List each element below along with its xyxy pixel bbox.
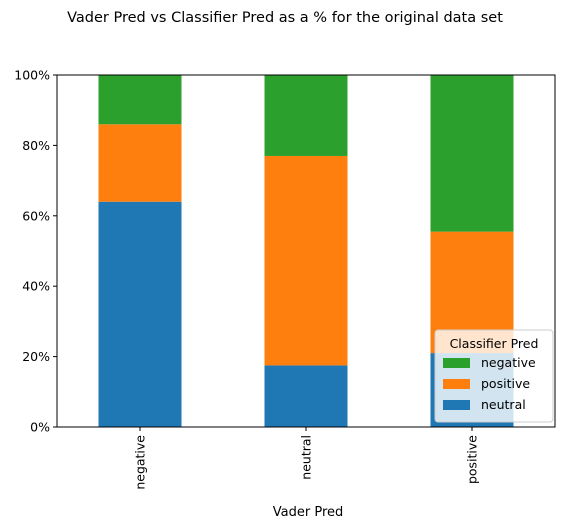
y-axis: 0% 20% 40% 60% 80% 100% [14, 68, 57, 435]
y-tick-label: 60% [22, 208, 50, 223]
legend: Classifier Pred negative positive neutral [434, 329, 554, 423]
bar-positive-negative [430, 75, 514, 232]
legend-label-negative: negative [481, 355, 536, 370]
bar-negative-negative [98, 75, 182, 125]
y-tick-label: 20% [22, 349, 50, 364]
legend-title: Classifier Pred [450, 336, 539, 351]
y-tick-label: 100% [14, 68, 50, 83]
y-tick-label: 0% [30, 420, 50, 435]
bar-neutral-negative [264, 75, 348, 156]
y-tick-label: 40% [22, 279, 50, 294]
legend-box [434, 329, 554, 423]
bar-neutral-neutral [264, 365, 348, 427]
plot-frame [56, 74, 556, 428]
legend-label-neutral: neutral [481, 397, 526, 412]
legend-label-positive: positive [481, 376, 530, 391]
bar-negative-neutral [98, 201, 182, 427]
x-tick-label: negative [133, 435, 148, 490]
chart-title: Vader Pred vs Classifier Pred as a % for… [67, 10, 503, 26]
bar-neutral-positive [264, 155, 348, 366]
legend-swatch-negative [443, 358, 470, 368]
x-axis: negative neutral positive [133, 427, 480, 490]
x-axis-label: Vader Pred [273, 505, 344, 520]
legend-swatch-positive [443, 379, 470, 389]
x-tick-label: positive [465, 435, 480, 484]
x-tick-label: neutral [299, 435, 314, 480]
y-tick-label: 80% [22, 138, 50, 153]
legend-swatch-neutral [443, 400, 470, 410]
bar-negative-positive [98, 124, 182, 202]
